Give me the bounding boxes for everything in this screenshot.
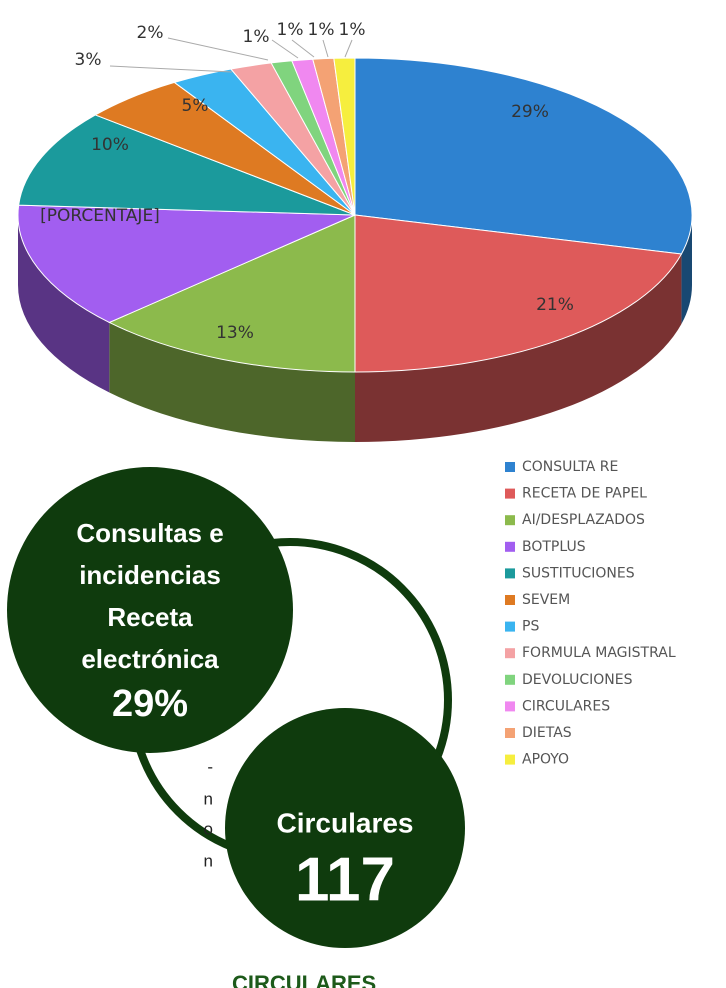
second-value: 117: [295, 845, 395, 914]
main-line: electrónica: [81, 644, 219, 674]
legend-swatch: [505, 621, 515, 632]
legend-swatch: [505, 728, 515, 738]
legend-swatch: [505, 754, 515, 765]
legend: CONSULTA RE RECETA DE PAPEL AI/DESPLAZADOS…: [505, 459, 676, 768]
main-line: Consultas e: [76, 518, 223, 548]
leader-line: [291, 39, 315, 58]
pie-chart: 29%21%13%[PORCENTAJE]10%5%3%2% 1% 1% 1% 1%: [17, 20, 693, 442]
leader-line: [167, 37, 269, 61]
leader-line: [271, 39, 299, 59]
legend-swatch: [505, 515, 515, 526]
data-label: 1%: [243, 27, 270, 47]
legend-swatch: [505, 568, 515, 579]
legend-swatch: [505, 462, 515, 472]
data-label: [PORCENTAJE]: [40, 206, 160, 226]
slice: [108, 214, 356, 373]
leader-line: [322, 39, 329, 58]
slice-side: [109, 322, 355, 442]
legend-swatch: [505, 674, 515, 685]
main-line: Receta: [107, 602, 193, 632]
main-value: 29%: [112, 683, 188, 725]
second-circle: [225, 708, 465, 948]
slice-side: [681, 215, 692, 325]
legend-label: SEVEM: [522, 592, 570, 608]
data-label: 29%: [511, 102, 549, 122]
legend-swatch: [505, 488, 515, 499]
legend-label: SUSTITUCIONES: [522, 565, 635, 581]
text-fragment: n: [204, 851, 213, 870]
legend-label: PS: [522, 619, 539, 635]
legend-swatch: [505, 595, 515, 605]
legend-label: CIRCULARES: [522, 698, 610, 714]
slice: [17, 204, 356, 324]
main-circle: [7, 467, 293, 753]
legend-label: RECETA DE PAPEL: [522, 486, 647, 502]
legend-label: CONSULTA RE: [522, 459, 618, 475]
slice-side: [355, 254, 682, 442]
legend-label: FORMULA MAGISTRAL: [522, 645, 676, 661]
legend-label: DEVOLUCIONES: [522, 672, 633, 688]
data-label: 1%: [339, 20, 366, 40]
text-fragment: n: [204, 789, 213, 808]
leader-line: [344, 39, 353, 58]
slice-side: [18, 215, 110, 393]
slice: [18, 114, 356, 216]
legend-label: BOTPLUS: [522, 539, 586, 555]
slice: [354, 214, 683, 373]
leader-line: [109, 65, 233, 73]
data-label: 1%: [308, 20, 335, 40]
legend-label: DIETAS: [522, 725, 572, 741]
text-fragment: o: [204, 819, 213, 838]
data-label: 21%: [536, 295, 574, 315]
legend-swatch: [505, 648, 515, 659]
legend-swatch: [505, 701, 515, 712]
data-label: 10%: [91, 135, 129, 155]
data-label: 1%: [277, 20, 304, 40]
slice: [333, 57, 356, 216]
main-line: incidencias: [79, 560, 221, 590]
second-label: Circulares: [277, 807, 414, 838]
legend-label: AI/DESPLAZADOS: [522, 512, 645, 528]
data-label: 3%: [75, 50, 102, 70]
slice: [354, 57, 693, 255]
data-label: 13%: [216, 323, 254, 343]
legend-swatch: [505, 541, 515, 552]
text-fragment: -: [207, 757, 213, 776]
data-label: 5%: [182, 96, 209, 116]
footer-heading: CIRCULARES: [232, 971, 376, 988]
legend-label: APOYO: [522, 752, 569, 768]
data-label: 2%: [137, 23, 164, 43]
